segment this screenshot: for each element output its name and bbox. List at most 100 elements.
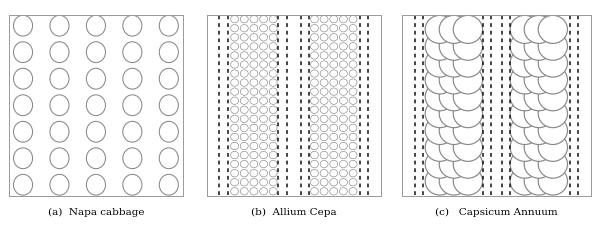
Ellipse shape [320, 79, 328, 87]
Ellipse shape [269, 188, 277, 195]
Ellipse shape [269, 25, 277, 33]
Ellipse shape [349, 25, 357, 33]
Ellipse shape [250, 170, 258, 177]
Ellipse shape [330, 34, 338, 42]
Ellipse shape [269, 70, 277, 78]
Ellipse shape [510, 151, 540, 178]
Ellipse shape [311, 43, 319, 51]
Ellipse shape [349, 79, 357, 87]
Ellipse shape [425, 83, 454, 111]
Ellipse shape [259, 70, 267, 78]
Ellipse shape [311, 134, 319, 141]
Ellipse shape [330, 134, 338, 141]
Ellipse shape [86, 148, 105, 169]
Ellipse shape [250, 107, 258, 114]
Ellipse shape [330, 79, 338, 87]
Ellipse shape [259, 188, 267, 195]
Ellipse shape [241, 179, 248, 186]
Ellipse shape [425, 67, 454, 94]
Ellipse shape [538, 100, 568, 128]
Ellipse shape [311, 152, 319, 159]
Ellipse shape [311, 188, 319, 195]
Ellipse shape [231, 116, 239, 123]
Ellipse shape [250, 179, 258, 186]
Ellipse shape [311, 34, 319, 42]
Ellipse shape [160, 175, 178, 195]
Ellipse shape [50, 175, 69, 195]
Ellipse shape [50, 16, 69, 37]
Ellipse shape [349, 34, 357, 42]
Ellipse shape [524, 33, 554, 61]
Ellipse shape [311, 89, 319, 96]
Ellipse shape [349, 107, 357, 114]
Ellipse shape [250, 43, 258, 51]
Ellipse shape [330, 152, 338, 159]
Ellipse shape [524, 67, 554, 94]
Ellipse shape [269, 107, 277, 114]
Ellipse shape [123, 69, 142, 90]
Ellipse shape [250, 125, 258, 132]
Ellipse shape [339, 125, 347, 132]
Ellipse shape [330, 52, 338, 60]
Ellipse shape [453, 50, 482, 78]
Ellipse shape [320, 70, 328, 78]
Ellipse shape [524, 83, 554, 111]
Ellipse shape [269, 170, 277, 177]
Ellipse shape [453, 33, 482, 61]
Ellipse shape [439, 50, 468, 78]
Ellipse shape [524, 134, 554, 162]
Ellipse shape [250, 61, 258, 69]
Ellipse shape [349, 70, 357, 78]
Ellipse shape [241, 89, 248, 96]
Ellipse shape [425, 151, 454, 178]
Ellipse shape [231, 70, 239, 78]
Ellipse shape [320, 43, 328, 51]
Ellipse shape [241, 125, 248, 132]
Text: (a)  Napa cabbage: (a) Napa cabbage [48, 207, 144, 216]
Ellipse shape [339, 61, 347, 69]
Ellipse shape [339, 152, 347, 159]
Ellipse shape [349, 170, 357, 177]
Ellipse shape [311, 79, 319, 87]
Ellipse shape [330, 107, 338, 114]
Ellipse shape [241, 43, 248, 51]
Ellipse shape [241, 34, 248, 42]
Ellipse shape [349, 188, 357, 195]
Ellipse shape [330, 170, 338, 177]
Ellipse shape [538, 134, 568, 162]
Ellipse shape [510, 33, 540, 61]
Ellipse shape [259, 61, 267, 69]
Ellipse shape [510, 167, 540, 195]
Ellipse shape [349, 61, 357, 69]
Ellipse shape [339, 161, 347, 168]
Ellipse shape [231, 134, 239, 141]
Ellipse shape [349, 98, 357, 105]
Ellipse shape [425, 117, 454, 145]
Ellipse shape [320, 134, 328, 141]
Ellipse shape [349, 52, 357, 60]
Ellipse shape [538, 33, 568, 61]
Ellipse shape [241, 79, 248, 87]
Ellipse shape [311, 52, 319, 60]
Ellipse shape [250, 143, 258, 150]
Ellipse shape [330, 98, 338, 105]
Ellipse shape [259, 89, 267, 96]
Ellipse shape [339, 188, 347, 195]
Ellipse shape [349, 125, 357, 132]
Ellipse shape [86, 43, 105, 63]
Ellipse shape [524, 16, 554, 44]
Ellipse shape [160, 16, 178, 37]
Ellipse shape [123, 16, 142, 37]
Ellipse shape [311, 25, 319, 33]
Ellipse shape [259, 43, 267, 51]
Ellipse shape [524, 151, 554, 178]
Ellipse shape [231, 25, 239, 33]
Ellipse shape [339, 70, 347, 78]
Ellipse shape [250, 134, 258, 141]
Ellipse shape [330, 25, 338, 33]
Ellipse shape [241, 116, 248, 123]
Ellipse shape [538, 117, 568, 145]
Ellipse shape [259, 152, 267, 159]
Ellipse shape [538, 16, 568, 44]
Ellipse shape [13, 43, 32, 63]
